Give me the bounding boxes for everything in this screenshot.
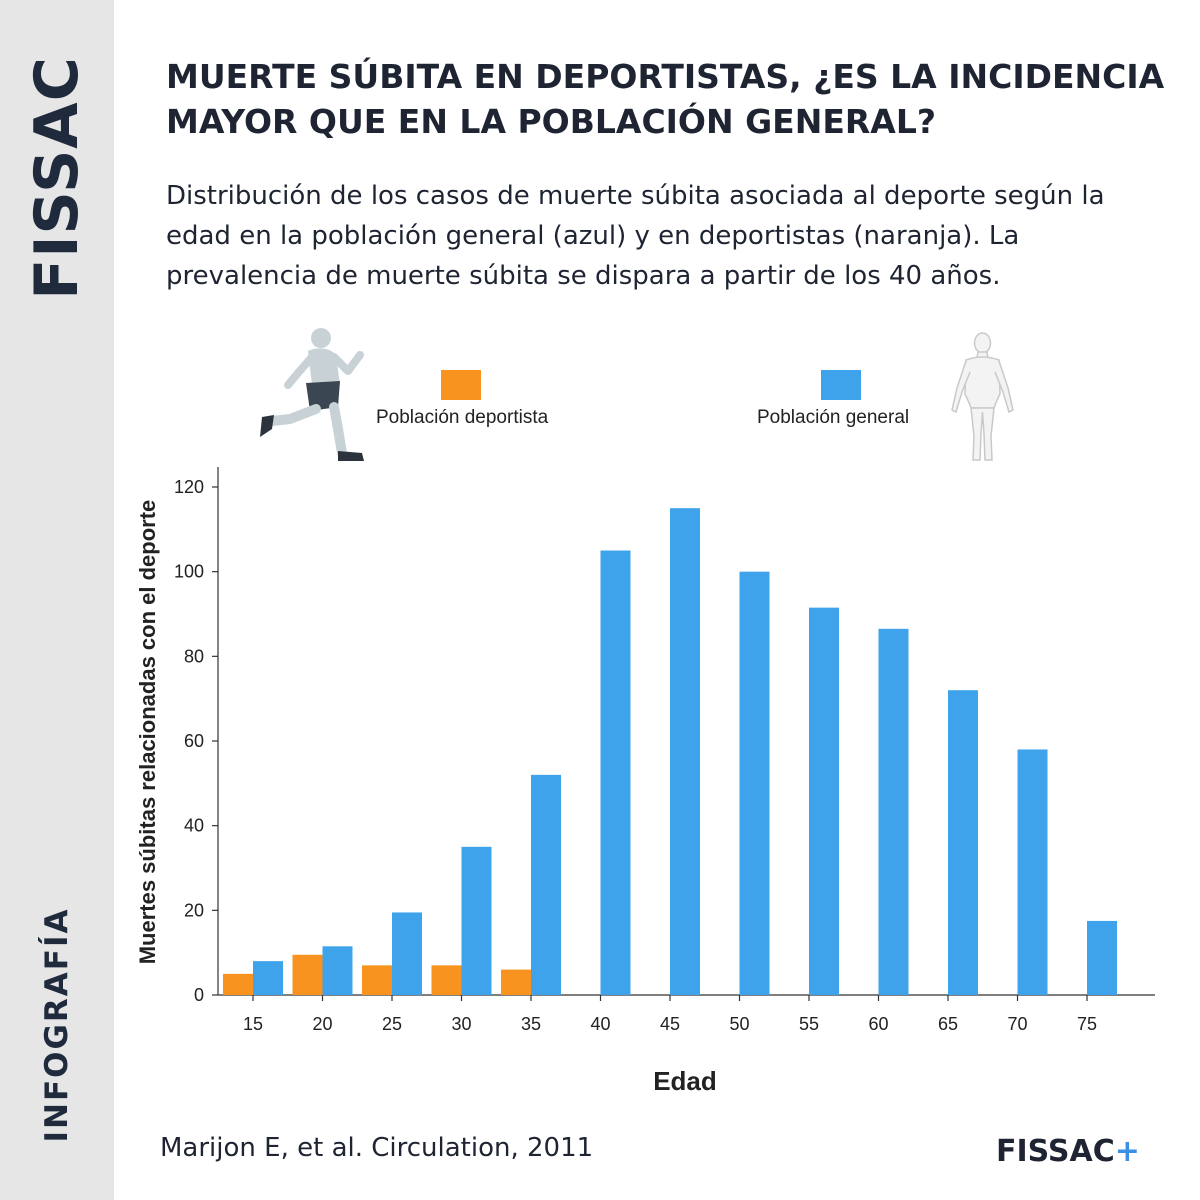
legend-label-athletes: Población deportista [376, 407, 549, 428]
bar-general-30 [461, 846, 492, 995]
page-title: MUERTE SÚBITA EN DEPORTISTAS, ¿ES LA INC… [166, 57, 1165, 141]
x-tick-label: 30 [451, 1014, 471, 1034]
x-tick-label: 25 [382, 1014, 402, 1034]
x-tick-label: 60 [868, 1014, 888, 1034]
bar-general-15 [253, 961, 283, 995]
x-tick-label: 15 [243, 1014, 263, 1034]
x-axis-title: Edad [653, 1066, 717, 1096]
footer-logo: FISSAC+ [996, 1134, 1140, 1169]
bar-general-40 [600, 550, 631, 995]
x-tick-label: 70 [1007, 1014, 1027, 1034]
x-tick-label: 65 [938, 1014, 958, 1034]
legend-swatch-athletes [441, 370, 481, 400]
y-tick-label: 40 [184, 816, 204, 836]
x-tick-label: 40 [590, 1014, 610, 1034]
bar-general-35 [531, 774, 561, 995]
y-tick-label: 100 [174, 562, 204, 582]
bar-general-55 [809, 607, 839, 995]
bar-general-70 [1017, 749, 1048, 995]
y-tick-label: 80 [184, 646, 204, 666]
bar-athletes-20 [292, 954, 323, 995]
sidebar: FISSAC INFOGRAFÍA [0, 0, 114, 1200]
bar-general-20 [322, 946, 353, 995]
source-citation: Marijon E, et al. Circulation, 2011 [160, 1133, 594, 1163]
y-axis-title: Muertes súbitas relacionadas con el depo… [135, 500, 160, 965]
y-tick-label: 20 [184, 900, 204, 920]
running-athlete-icon [260, 328, 364, 461]
bar-athletes-25 [362, 965, 392, 995]
logo-plus: + [1114, 1134, 1140, 1169]
bar-athletes-30 [431, 965, 462, 995]
y-tick-label: 120 [174, 477, 204, 497]
bar-general-25 [392, 912, 422, 995]
bar-general-75 [1087, 920, 1117, 995]
y-tick-label: 0 [194, 985, 204, 1005]
legend-label-general: Población general [757, 407, 910, 428]
bar-athletes-35 [501, 969, 531, 995]
bar-athletes-15 [223, 973, 253, 995]
bar-general-50 [739, 571, 770, 995]
x-tick-label: 45 [660, 1014, 680, 1034]
y-tick-label: 60 [184, 731, 204, 751]
legend-swatch-general [821, 370, 861, 400]
page-subtitle: Distribución de los casos de muerte súbi… [166, 181, 1105, 291]
x-tick-label: 55 [799, 1014, 819, 1034]
bar-general-45 [670, 508, 700, 995]
human-body-icon [951, 332, 1014, 461]
x-tick-label: 50 [729, 1014, 749, 1034]
bar-general-65 [948, 690, 978, 995]
x-tick-label: 20 [312, 1014, 332, 1034]
logo-text: FISSAC [996, 1134, 1115, 1169]
bar-general-60 [878, 628, 909, 995]
x-tick-label: 35 [521, 1014, 541, 1034]
x-tick-label: 75 [1077, 1014, 1097, 1034]
